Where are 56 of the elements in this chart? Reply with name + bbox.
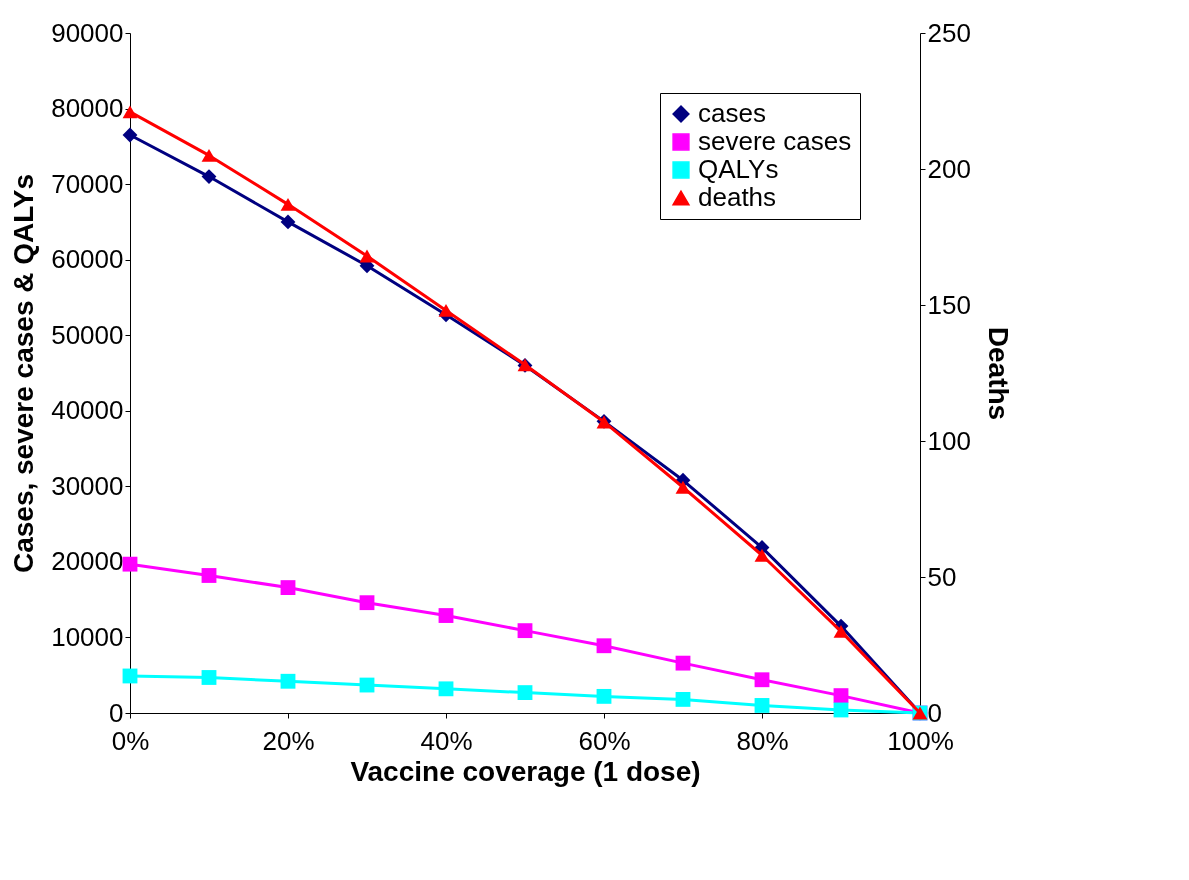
y2-tick-label: 100 bbox=[927, 425, 971, 456]
point bbox=[438, 681, 454, 697]
point bbox=[201, 670, 217, 685]
point bbox=[675, 655, 691, 671]
x-tick-label: 60% bbox=[578, 725, 631, 756]
x-tick-label: 40% bbox=[420, 725, 473, 756]
x-tick-label: 20% bbox=[262, 725, 315, 756]
point bbox=[359, 595, 375, 611]
y-tick-label: 10000 bbox=[51, 621, 124, 652]
point bbox=[280, 197, 296, 211]
x-axis-title: Vaccine coverage (1 dose) bbox=[350, 755, 701, 787]
point bbox=[122, 105, 138, 119]
y2-tick-label: 200 bbox=[927, 153, 971, 184]
point bbox=[517, 685, 533, 701]
y2-axis-title: Deaths bbox=[982, 326, 1014, 421]
point bbox=[833, 688, 849, 704]
y2-tick-label: 50 bbox=[927, 561, 957, 592]
y-tick-label: 70000 bbox=[51, 168, 124, 199]
legend-label: QALYs bbox=[698, 154, 779, 184]
y2-tick-label: 150 bbox=[927, 289, 971, 320]
legend-label: cases bbox=[698, 98, 766, 128]
point bbox=[517, 623, 533, 639]
point bbox=[122, 556, 138, 572]
point bbox=[201, 568, 217, 583]
x-tick-label: 80% bbox=[736, 725, 789, 756]
point bbox=[675, 691, 691, 707]
point bbox=[754, 672, 770, 688]
point bbox=[675, 480, 691, 494]
legend-label: deaths bbox=[698, 182, 777, 212]
y-tick-label: 90000 bbox=[51, 17, 124, 48]
point bbox=[122, 127, 138, 143]
point bbox=[280, 214, 296, 230]
y2-tick-label: 250 bbox=[927, 17, 971, 48]
point bbox=[280, 580, 296, 595]
y2-tick-label: 0 bbox=[927, 697, 942, 728]
x-tick-label: 0% bbox=[111, 725, 150, 756]
point bbox=[201, 148, 217, 162]
point bbox=[754, 698, 770, 713]
y-tick-label: 0 bbox=[109, 697, 124, 728]
legend-label: severe cases bbox=[698, 126, 852, 156]
point bbox=[438, 608, 454, 623]
point bbox=[833, 624, 849, 638]
y-tick-label: 30000 bbox=[51, 470, 124, 501]
y-axis-title: Cases, severe cases & QALYs bbox=[8, 173, 40, 574]
point bbox=[359, 249, 375, 263]
y-tick-label: 40000 bbox=[51, 395, 124, 426]
point bbox=[596, 638, 612, 654]
point bbox=[280, 673, 296, 689]
x-tick-label: 100% bbox=[887, 725, 954, 756]
point bbox=[438, 304, 454, 317]
y-tick-label: 60000 bbox=[51, 244, 124, 275]
y-tick-label: 80000 bbox=[51, 93, 124, 124]
point bbox=[754, 548, 770, 562]
y-tick-label: 20000 bbox=[51, 546, 124, 577]
y-tick-label: 50000 bbox=[51, 319, 124, 350]
point bbox=[596, 688, 612, 704]
